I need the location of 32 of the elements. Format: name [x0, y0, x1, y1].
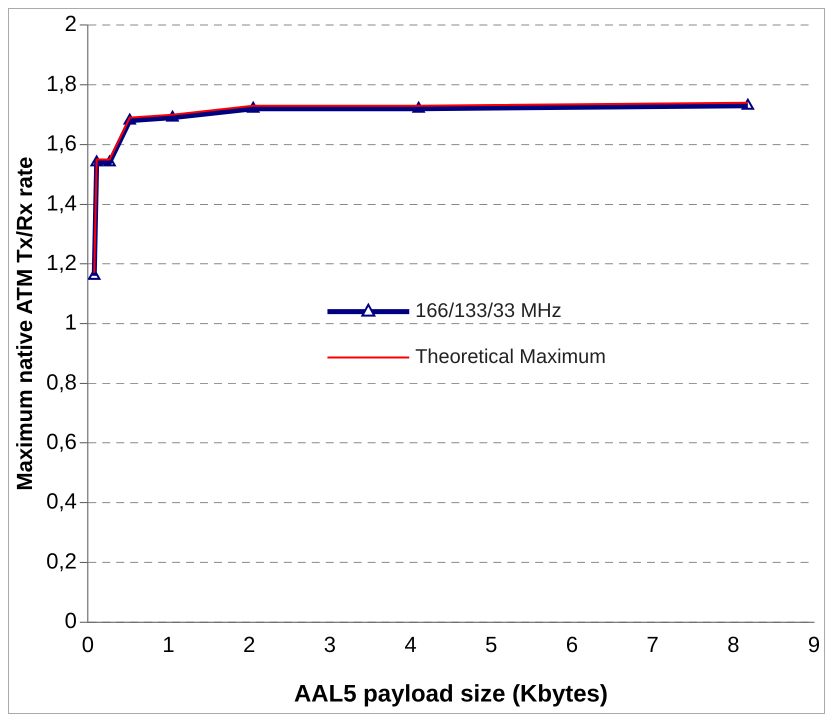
x-tick-label: 3 — [324, 632, 336, 658]
point — [103, 155, 116, 166]
x-tick-label: 2 — [243, 632, 256, 658]
x-tick-label: 5 — [485, 632, 498, 658]
y-tick-label: 1,8 — [46, 70, 77, 96]
point — [124, 114, 136, 125]
y-tick-label: 0,6 — [46, 429, 77, 454]
x-tick-label: 9 — [808, 632, 820, 658]
x-tick-label: 7 — [646, 632, 659, 658]
point — [742, 98, 754, 110]
y-tick-label: 1,4 — [46, 190, 77, 216]
y-tick-label: 0,2 — [46, 548, 77, 574]
y-tick-label: 1 — [64, 310, 77, 335]
x-tick-label: 1 — [162, 632, 175, 658]
point — [247, 102, 260, 113]
point — [412, 102, 425, 113]
y-tick-label: 0 — [64, 608, 77, 634]
point — [166, 110, 179, 122]
y-tick-label: 1,2 — [46, 250, 77, 275]
x-tick-label: 6 — [566, 632, 578, 658]
x-tick-label: 8 — [727, 632, 740, 658]
x-tick-label: 4 — [404, 632, 417, 658]
y-tick-label: 0,4 — [46, 488, 77, 514]
y-tick-label: 2 — [64, 11, 77, 36]
legend-label: 166/133/33 MHz — [415, 300, 562, 322]
point — [90, 155, 103, 166]
y-axis-title: Maximum native ATM Tx/Rx rate — [12, 156, 38, 491]
x-tick-label: 0 — [82, 632, 94, 658]
y-tick-label: 1,6 — [46, 130, 77, 156]
legend-label: Theoretical Maximum — [415, 346, 606, 368]
x-axis-title: AAL5 payload size (Kbytes) — [294, 680, 608, 708]
y-tick-label: 0,8 — [46, 369, 77, 394]
